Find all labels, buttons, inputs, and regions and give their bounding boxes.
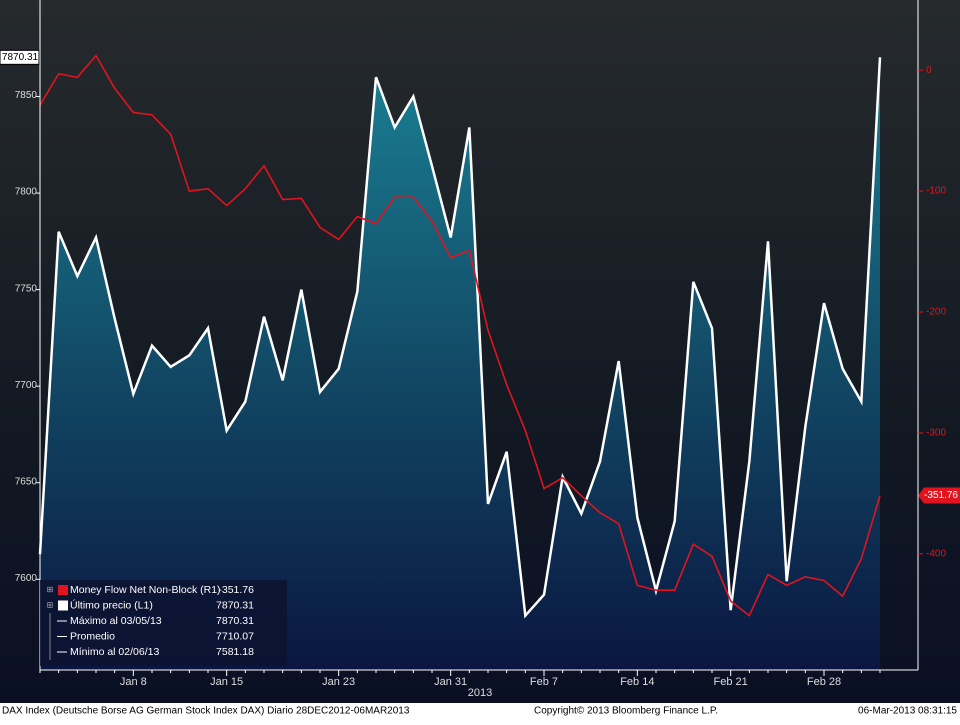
- x-tick-label: Feb 14: [620, 676, 654, 688]
- y-tick-label: 7800: [15, 187, 38, 198]
- legend-label: Money Flow Net Non-Block (R1): [70, 584, 221, 596]
- y2-tick-label: -100: [926, 186, 946, 197]
- price-area: [40, 57, 880, 670]
- legend-value: -351.76: [218, 584, 254, 596]
- y-tick-label: 7650: [15, 476, 38, 487]
- plot-area: 7870.31 -351.76 7600 7650 7700 7750 7800 7850 -4…: [0, 49, 960, 688]
- x-tick-label: Feb 7: [530, 676, 558, 688]
- legend-value: 7710.07: [216, 630, 254, 642]
- footer-center: Copyright© 2013 Bloomberg Finance L.P.: [534, 706, 718, 717]
- last-flow-label: -351.76: [924, 490, 958, 501]
- y2-tick-label: -200: [926, 307, 946, 318]
- legend-expander: ⊞: [47, 601, 54, 610]
- legend-box: [40, 580, 287, 666]
- last-price-tag: [0, 49, 40, 65]
- legend-value: 7870.31: [216, 599, 254, 611]
- legend-label: Último precio (L1): [70, 598, 153, 611]
- x-tick-label: Jan 23: [322, 676, 355, 688]
- last-flow-tag: [918, 487, 960, 504]
- y2-tick-label: -400: [926, 549, 946, 560]
- footer-right: 06-Mar-2013 08:31:15: [858, 706, 957, 717]
- legend-label: Mínimo al 02/06/13: [70, 646, 159, 658]
- legend-label: Promedio: [70, 630, 115, 642]
- legend-swatch: [58, 585, 68, 595]
- price-line: [38, 57, 882, 619]
- x-tick-label: Jan 15: [210, 676, 243, 688]
- legend-value: 7581.18: [216, 646, 254, 658]
- x-tick-label: Feb 21: [714, 676, 748, 688]
- x-tick-label: Feb 28: [807, 676, 841, 688]
- legend: ⊞ Money Flow Net Non-Block (R1)-351.76 ⊞ Úl…: [47, 584, 254, 660]
- year-label: 2013: [468, 687, 492, 699]
- y-tick-label: 7750: [15, 283, 38, 294]
- footer-left: DAX Index (Deutsche Borse AG German Stoc…: [2, 706, 410, 717]
- y2-tick-label: -300: [926, 428, 946, 439]
- money-flow-line: [39, 54, 881, 617]
- y2-tick-label: 0: [926, 65, 932, 76]
- y-tick-label: 7600: [15, 573, 38, 584]
- last-price-label: 7870.31: [2, 52, 39, 63]
- y-tick-label: 7700: [15, 380, 38, 391]
- legend-label: Máximo al 03/05/13: [70, 615, 162, 627]
- legend-swatch: [58, 600, 68, 611]
- y-tick-label: 7850: [15, 90, 38, 101]
- legend-value: 7870.31: [216, 615, 254, 627]
- x-tick-label: Jan 31: [434, 676, 467, 688]
- x-tick-label: Jan 8: [120, 676, 147, 688]
- legend-expander: ⊞: [47, 585, 54, 594]
